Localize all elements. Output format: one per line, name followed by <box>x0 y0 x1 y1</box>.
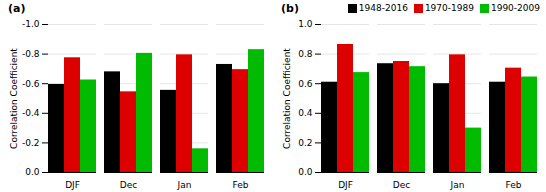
svg-text:-0.6: -0.6 <box>22 79 40 89</box>
html-text:(a): (a) <box>8 1 26 15</box>
svg-text:Correlation Coefficient: Correlation Coefficient <box>9 48 19 149</box>
svg-text:0.2: 0.2 <box>298 138 312 148</box>
svg-text:0.4: 0.4 <box>298 108 313 118</box>
svg-text:Dec: Dec <box>393 180 410 190</box>
svg-text:Dec: Dec <box>120 180 137 190</box>
svg-text:Feb: Feb <box>233 180 249 190</box>
svg-text:-0.4: -0.4 <box>22 108 40 118</box>
html-text:1990-2009: 1990-2009 <box>490 3 540 13</box>
svg-text:-0.8: -0.8 <box>22 49 40 59</box>
svg-text:0.8: 0.8 <box>298 49 313 59</box>
html-text:(b): (b) <box>281 1 299 15</box>
svg-text:1.0: 1.0 <box>298 19 313 29</box>
svg-text:DJF: DJF <box>65 180 80 190</box>
svg-text:Jan: Jan <box>177 180 192 190</box>
svg-text:Feb: Feb <box>506 180 522 190</box>
svg-text:DJF: DJF <box>338 180 353 190</box>
svg-text:0.0: 0.0 <box>25 167 40 177</box>
svg-text:-0.2: -0.2 <box>22 138 40 148</box>
html-text:1970-1989: 1970-1989 <box>424 3 474 13</box>
svg-text:Jan: Jan <box>450 180 465 190</box>
html-text:1948-2016: 1948-2016 <box>358 3 408 13</box>
svg-text:0.0: 0.0 <box>298 167 313 177</box>
svg-text:0.6: 0.6 <box>298 79 313 89</box>
svg-text:Correlation Coefficient: Correlation Coefficient <box>282 48 292 149</box>
svg-text:-1.0: -1.0 <box>22 19 40 29</box>
